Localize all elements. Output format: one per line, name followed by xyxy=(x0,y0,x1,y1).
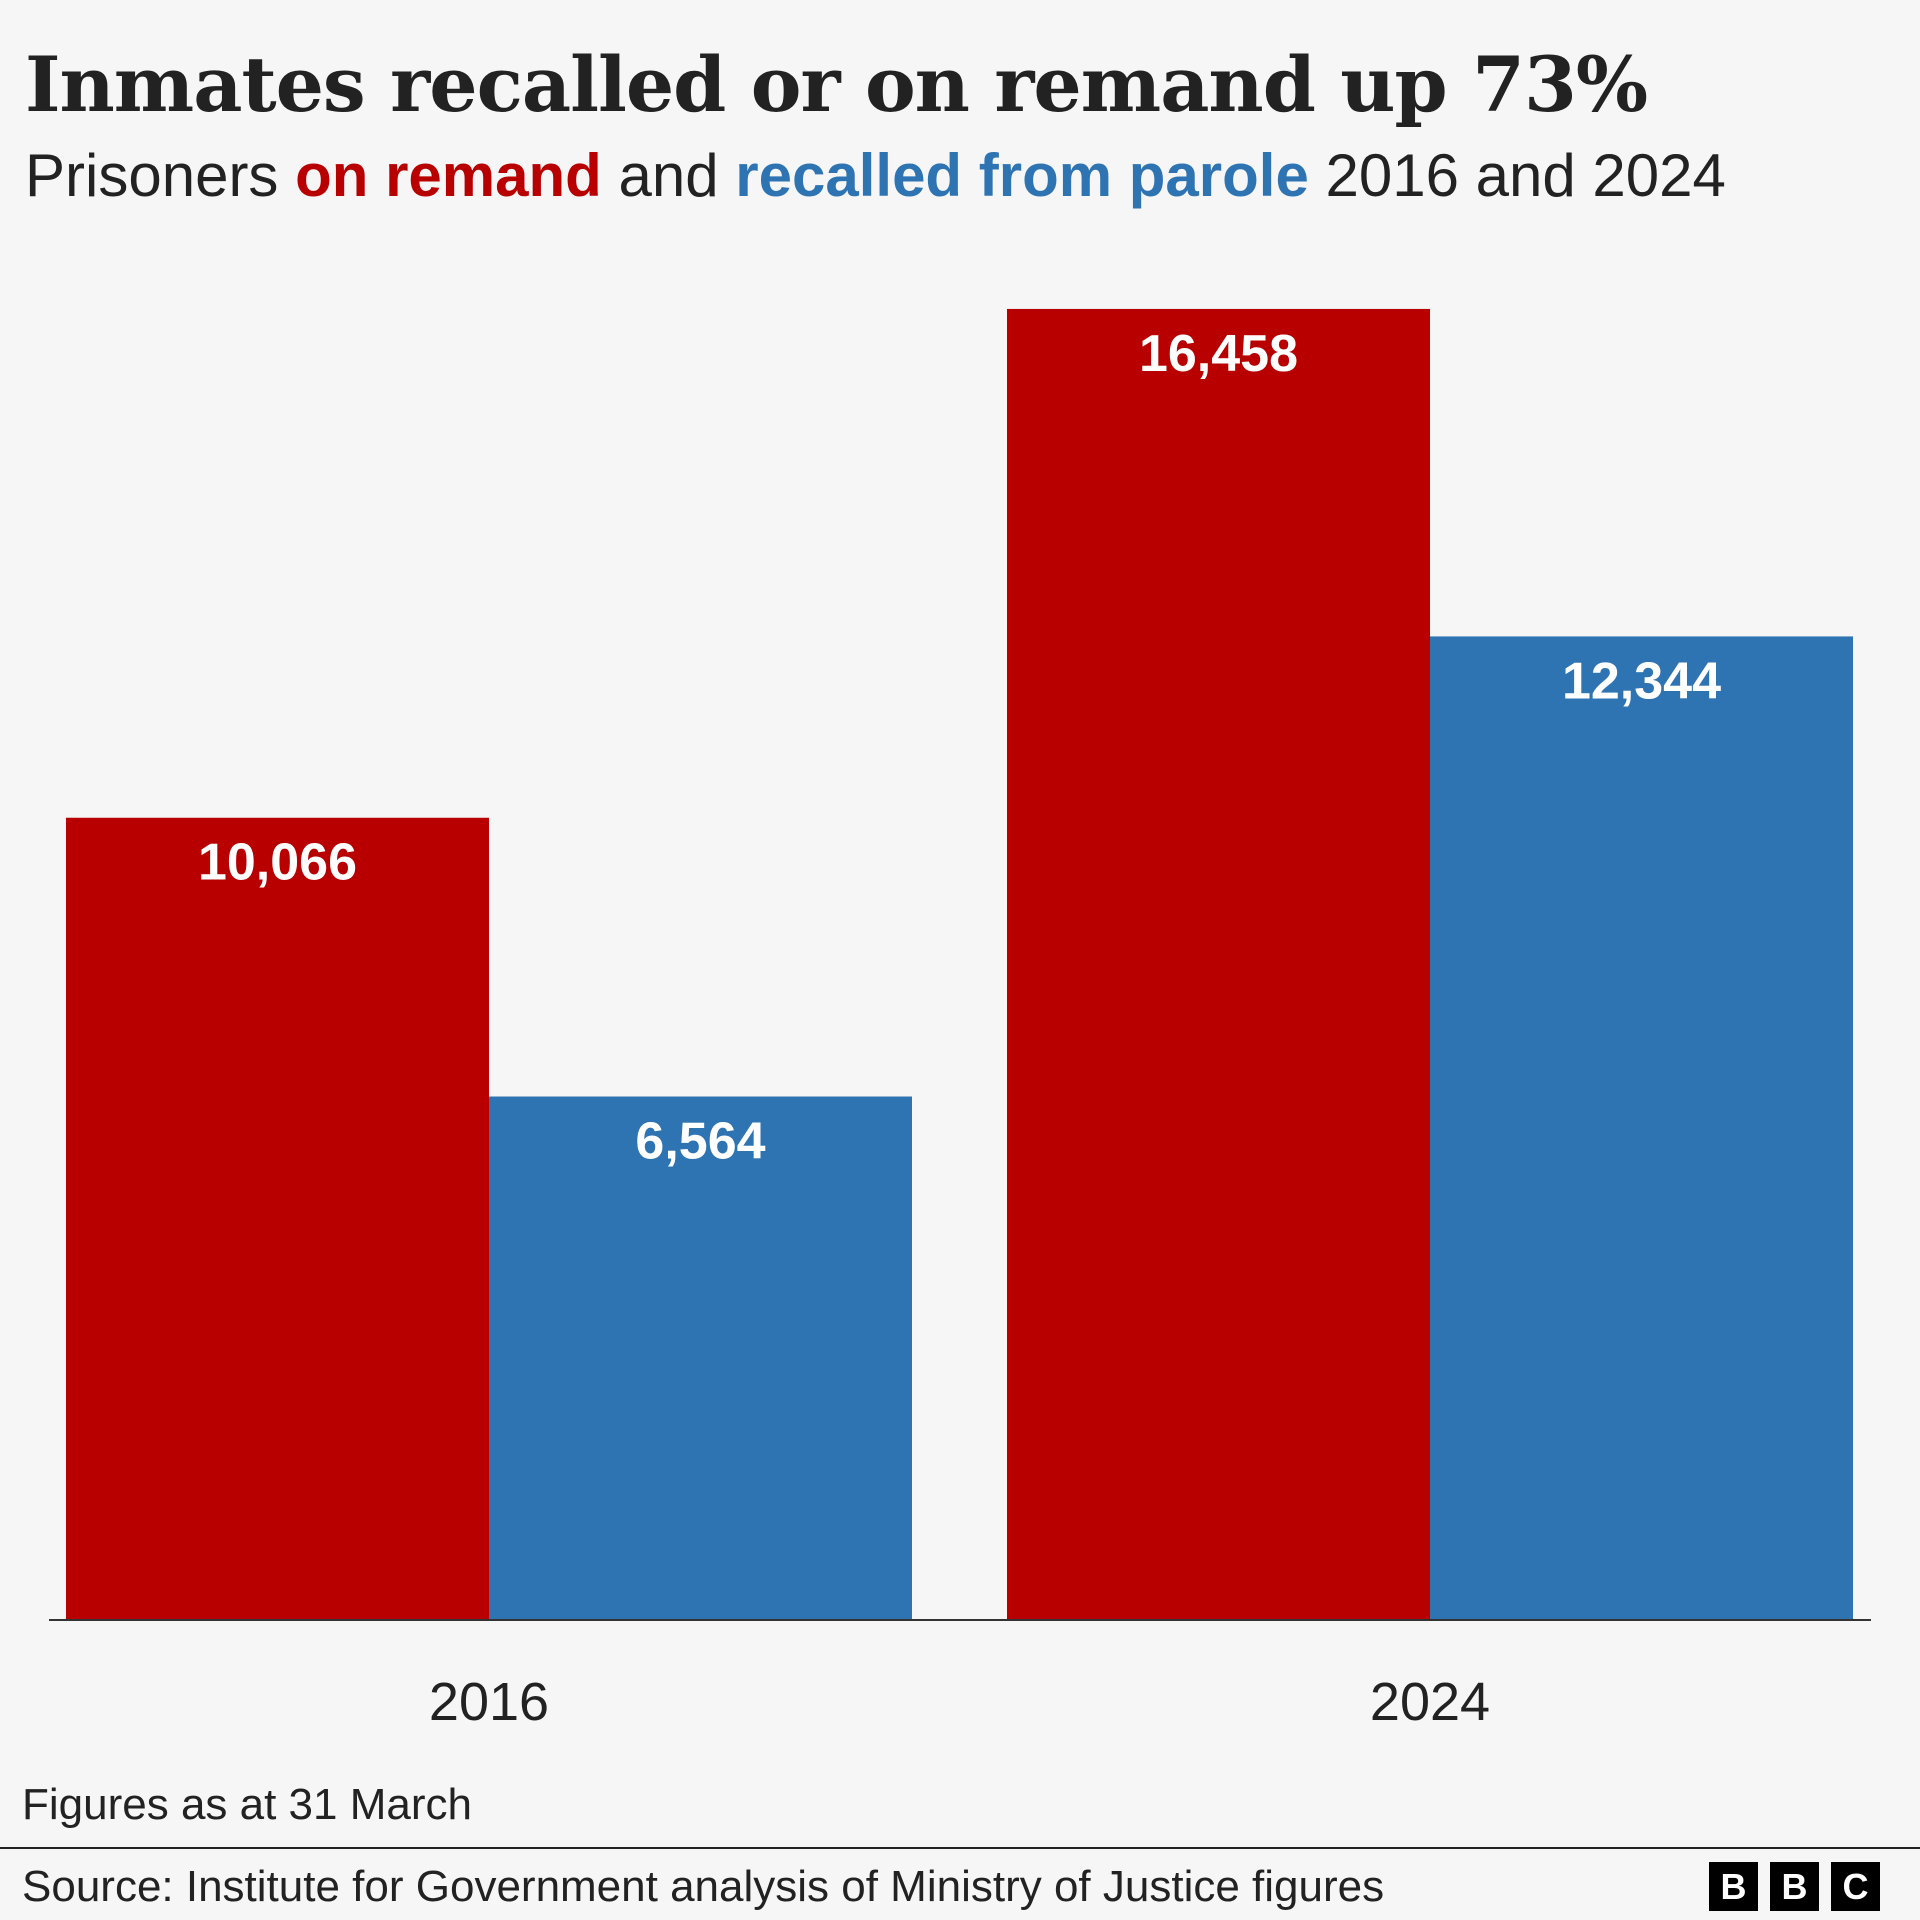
logo-letter: C xyxy=(1831,1862,1880,1911)
bar-2024-0 xyxy=(1007,308,1430,1619)
x-tick-label: 2024 xyxy=(1370,1672,1490,1732)
data-label: 16,458 xyxy=(1139,325,1298,383)
footnote: Figures as at 31 March xyxy=(22,1780,472,1829)
legend-recalled: recalled from parole xyxy=(735,142,1309,209)
logo-letter: B xyxy=(1709,1862,1758,1911)
logo-letter: B xyxy=(1770,1862,1819,1911)
source-note: Source: Institute for Government analysi… xyxy=(22,1862,1385,1911)
x-tick-label: 2016 xyxy=(429,1672,549,1732)
subtitle-suffix: 2016 and 2024 xyxy=(1308,142,1726,209)
data-label: 12,344 xyxy=(1562,652,1721,710)
chart-title: Inmates recalled or on remand up 73% xyxy=(25,40,1648,129)
subtitle-mid: and xyxy=(601,142,736,209)
bar-2024-1 xyxy=(1430,636,1853,1619)
data-label: 6,564 xyxy=(635,1113,765,1171)
bar-2016-1 xyxy=(489,1096,912,1619)
subtitle-prefix: Prisoners xyxy=(25,142,296,209)
chart-subtitle: Prisoners on remand and recalled from pa… xyxy=(25,145,1825,207)
footer-divider xyxy=(0,1847,1920,1849)
bar-2016-0 xyxy=(66,817,489,1619)
data-label: 10,066 xyxy=(198,834,357,892)
bbc-logo: B B C xyxy=(1709,1862,1880,1911)
legend-remand: on remand xyxy=(295,142,602,209)
